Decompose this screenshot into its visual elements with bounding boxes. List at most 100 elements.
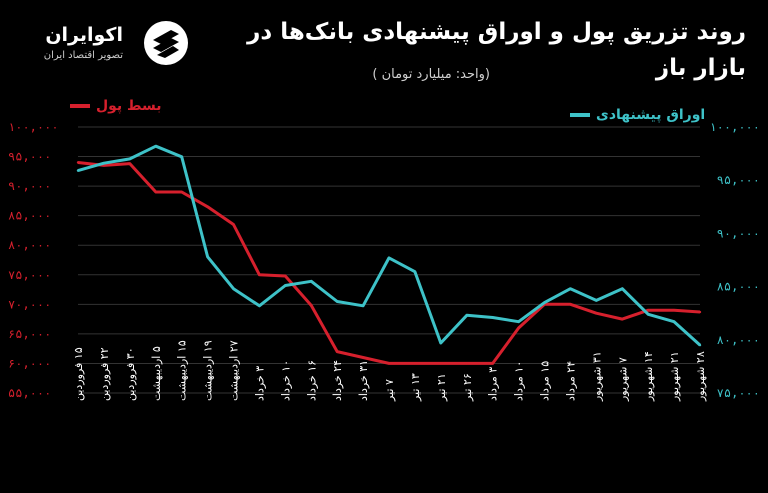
legend-red: بسط پول [70,98,162,114]
left-axis-tick: ۶۰,۰۰۰ [8,356,51,370]
x-axis-ticks: ۱۵ فروردین ۲۲ فروردین ۳۰ فروردین ۵ اردیبهشت… [72,340,707,402]
left-axis-tick: ۸۰,۰۰۰ [8,238,51,252]
legend-red-label: بسط پول [96,98,162,114]
data-point [413,270,417,273]
data-point [154,190,157,194]
left-axis-tick: ۸۵,۰۰۰ [8,209,51,223]
right-axis-ticks: ۷۵,۰۰۰ ۸۰,۰۰۰ ۸۵,۰۰۰ ۹۰,۰۰۰ ۹۵,۰۰۰ ۱۰۰,۰۰۰ [709,120,760,400]
x-axis-tick: ۳۱ خرداد [357,360,370,401]
data-point [698,343,702,347]
data-point [413,362,417,365]
x-axis-tick: ۲۴ مرداد [564,361,577,401]
data-point [128,157,132,161]
data-point [439,341,443,345]
data-point [361,304,365,307]
data-point [621,287,624,290]
x-axis-tick: ۲۴ خرداد [331,360,344,401]
legend-teal-label: اوراق پیشنهادی [596,107,706,123]
x-axis-tick: ۲۷ اردیبهشت [228,340,241,401]
chart-grid [78,126,700,394]
right-axis-tick: ۹۰,۰۰۰ [717,226,760,240]
legend-teal: اوراق پیشنهادی [570,107,705,123]
data-point [491,362,494,365]
brand-tagline: تصویر اقتصاد ایران [43,50,123,61]
x-axis-tick: ۳ مرداد [487,367,500,401]
data-point [284,274,287,278]
x-axis-tick: ۱۵ اردیبهشت [176,340,189,401]
chart-title: روند تزریق پول و اوراق پیشنهادی بانک‌ها … [247,19,746,81]
x-axis-tick: ۲۶ تیر [461,373,474,402]
data-point [76,169,80,172]
x-axis-tick: ۱۳ تیر [409,373,422,402]
left-axis-tick: ۷۰,۰۰۰ [8,297,51,311]
x-axis-tick: ۱۶ خرداد [305,360,318,401]
series-lines [76,144,702,365]
data-point [491,316,494,319]
data-point [698,310,702,314]
left-axis-tick: ۹۰,۰۰۰ [8,179,51,193]
x-axis-tick: ۷ شهریور [616,357,629,402]
data-point [232,223,235,226]
data-point [672,320,676,323]
data-point [310,304,313,307]
data-point [180,155,183,158]
data-point [258,273,261,276]
data-point [465,314,468,317]
left-axis-tick: ۵۵,۰۰۰ [8,386,51,400]
x-axis-tick: ۵ اردیبهشت [150,346,163,401]
data-point [76,161,80,164]
data-point [387,362,391,365]
data-point [206,255,209,259]
data-point [128,162,132,165]
x-axis-tick: ۳۱ شهریور [590,351,603,402]
right-axis-tick: ۱۰۰,۰۰۰ [709,120,760,134]
series-line-money-expansion [77,161,701,365]
x-axis-tick: ۲۸ شهریور [694,351,707,402]
left-axis-tick: ۹۵,۰۰۰ [8,150,51,164]
x-axis-tick: ۱۵ فروردین [72,347,85,401]
x-axis-tick: ۱۰ مرداد [513,361,526,401]
brand-mark-icon [144,21,188,65]
chart-unit-note: (واحد: میلیارد تومان ) [372,67,490,82]
left-axis-tick: ۷۵,۰۰۰ [8,268,51,282]
data-point [517,320,520,323]
data-point [180,190,183,194]
data-point [102,161,106,165]
data-point [543,301,546,304]
left-axis-tick: ۶۵,۰۰۰ [8,327,51,341]
data-point [361,356,365,359]
data-point [621,317,624,321]
x-axis-tick: ۳ خرداد [253,366,266,401]
right-axis-tick: ۸۰,۰۰۰ [717,333,760,347]
data-point [154,144,157,148]
data-point [335,350,339,353]
data-point [569,287,572,290]
x-axis-tick: ۱۴ شهریور [642,351,655,402]
right-axis-tick: ۹۵,۰۰۰ [717,173,760,187]
data-point [439,362,443,365]
data-point [595,299,598,302]
data-point [569,303,572,306]
data-point [387,256,391,260]
x-axis-tick: ۷ تیر [383,379,396,402]
data-point [310,280,313,283]
data-point [232,287,235,290]
data-point [672,309,676,312]
right-axis-tick: ۷۵,۰۰۰ [717,386,760,400]
data-point [465,362,468,365]
x-axis-tick: ۲۱ شهریور [668,351,681,402]
x-axis-tick: ۲۱ تیر [435,373,448,402]
left-axis-tick: ۱۰۰,۰۰۰ [8,120,59,134]
data-point [517,326,520,330]
x-axis-tick: ۱۵ مرداد [539,361,552,401]
data-point [646,313,650,316]
right-axis-tick: ۸۵,۰۰۰ [717,280,760,294]
brand-name: اکوایران [45,24,123,46]
data-point [646,309,650,312]
data-point [595,312,598,315]
brand-logo [16,18,191,68]
x-axis-tick: ۳۰ فروردین [124,347,137,401]
x-axis-tick: ۱۹ اردیبهشت [202,340,215,401]
